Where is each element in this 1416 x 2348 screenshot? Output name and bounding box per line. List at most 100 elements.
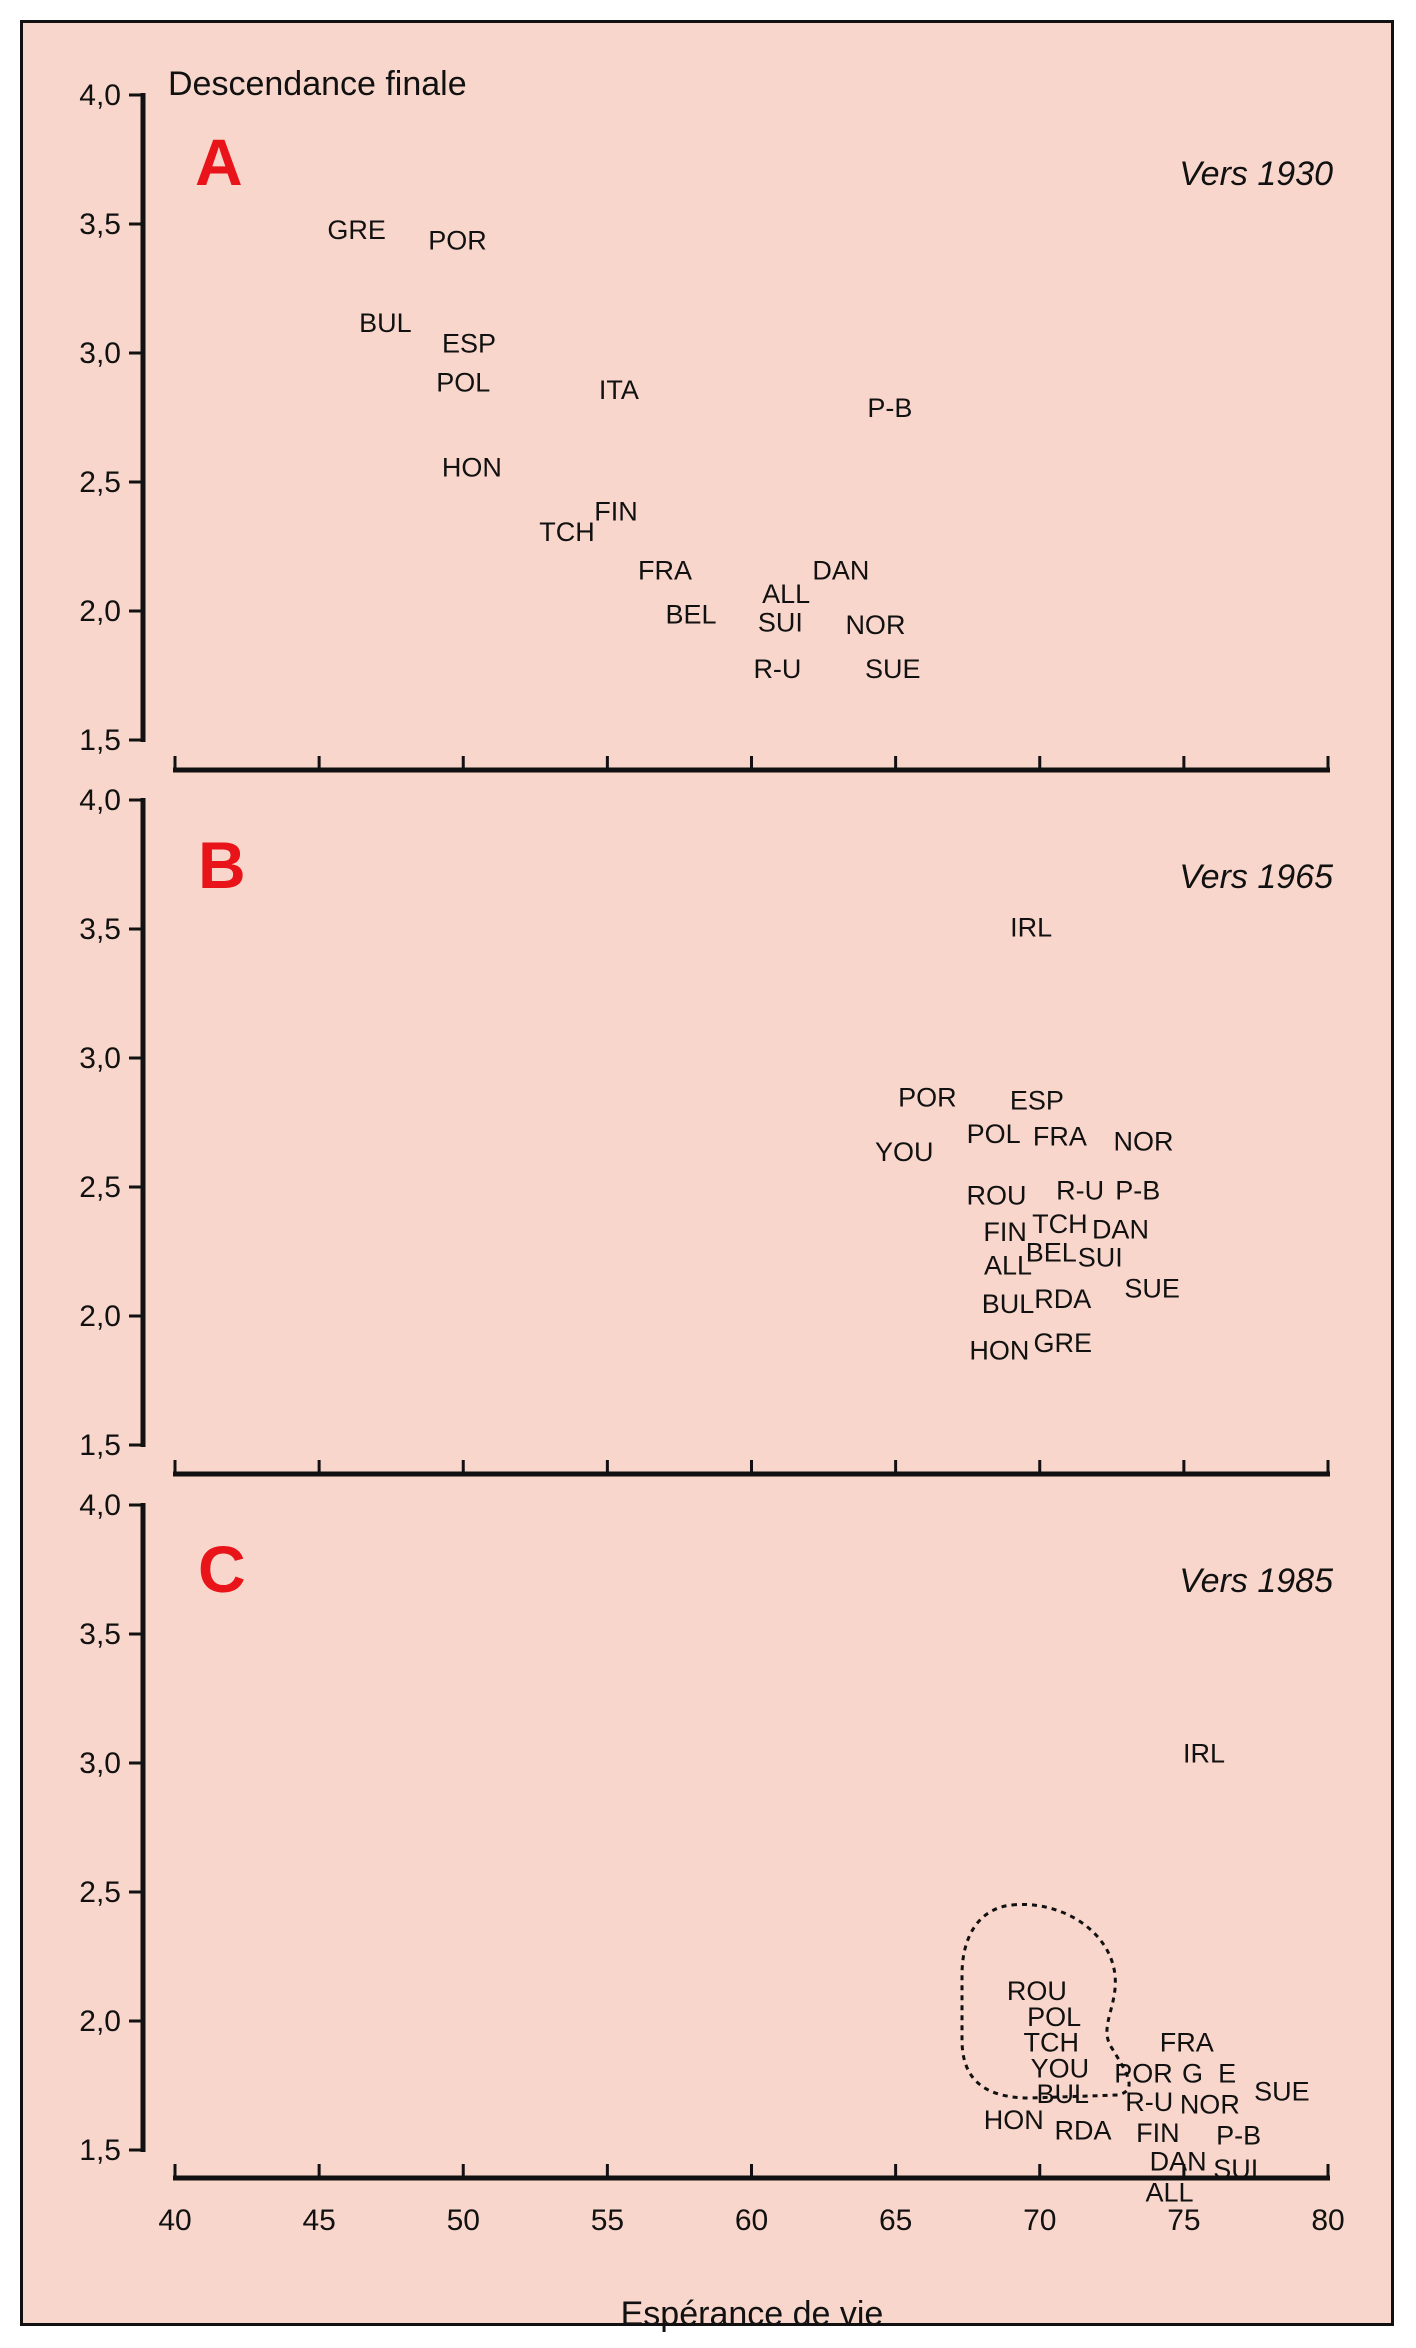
data-point-label: G (1182, 2059, 1203, 2089)
data-point-label: DAN (1092, 1214, 1149, 1244)
y-tick-label: 1,5 (79, 1429, 121, 1462)
x-axis-title: Espérance de vie (621, 2295, 884, 2333)
y-tick-label: 2,5 (79, 1171, 121, 1204)
data-point-label: ROU (967, 1181, 1027, 1211)
data-point-label: RDA (1034, 1284, 1091, 1314)
y-tick-label: 2,0 (79, 595, 121, 628)
x-tick-label: 55 (591, 2204, 624, 2237)
data-point-label: POR (1114, 2059, 1173, 2089)
y-tick-label: 2,0 (79, 1300, 121, 1333)
y-tick-label: 2,5 (79, 1876, 121, 1909)
x-tick-label: 70 (1023, 2204, 1056, 2237)
data-point-label: ESP (442, 329, 496, 359)
data-point-label: ALL (984, 1250, 1032, 1280)
x-tick-label: 65 (879, 2204, 912, 2237)
panel-a: 1,5 2,0 2,5 3,0 3,5 4,0 A Vers 1930 GRE POR BUL ESP… (79, 79, 1333, 773)
data-point-label: BUL (1037, 2079, 1090, 2109)
y-tick-label: 3,5 (79, 1618, 121, 1651)
data-point-label: IRL (1010, 912, 1052, 942)
data-point-label: BUL (359, 308, 412, 338)
data-point-label: NOR (1114, 1127, 1174, 1157)
panel-period: Vers 1985 (1179, 1562, 1333, 1600)
x-tick-label: 40 (158, 2204, 191, 2237)
data-point-label: P-B (1115, 1176, 1160, 1206)
data-point-label: R-U (1056, 1176, 1104, 1206)
data-point-label: POL (436, 367, 490, 397)
data-point-label: ALL (762, 579, 810, 609)
y-tick-label: 1,5 (79, 2134, 121, 2167)
data-point-label: DAN (812, 556, 869, 586)
data-point-label: HON (442, 453, 502, 483)
data-point-label: TCH (1024, 2028, 1080, 2058)
data-point-label: GRE (1034, 1328, 1093, 1358)
x-tick-label: 75 (1167, 2204, 1200, 2237)
data-point-label: IRL (1183, 1739, 1225, 1769)
data-point-label: FRA (638, 556, 692, 586)
panel-period: Vers 1965 (1179, 858, 1333, 896)
data-point-label: R-U (753, 654, 801, 684)
data-point-label: HON (969, 1336, 1029, 1366)
group-outline (960, 1902, 1131, 2100)
data-point-label: POL (967, 1119, 1021, 1149)
data-point-label: TCH (1032, 1209, 1088, 1239)
y-tick-label: 2,0 (79, 2005, 121, 2038)
data-point-label: RDA (1054, 2115, 1111, 2145)
y-tick-label: 4,0 (79, 784, 121, 817)
y-tick-label: 3,0 (79, 1747, 121, 1780)
y-tick-label: 3,5 (79, 913, 121, 946)
data-point-label: SUE (865, 654, 921, 684)
data-point-label: POR (898, 1083, 957, 1113)
x-tick-label: 80 (1311, 2204, 1344, 2237)
data-point-label: ESP (1010, 1085, 1064, 1115)
data-point-label: FIN (594, 496, 638, 526)
data-point-label: ROU (1007, 1976, 1067, 2006)
y-tick-label: 2,5 (79, 466, 121, 499)
data-point-label: TCH (539, 517, 595, 547)
y-tick-label: 3,5 (79, 208, 121, 241)
data-point-label: NOR (845, 610, 905, 640)
data-point-label: YOU (1031, 2053, 1090, 2083)
data-point-label: POR (428, 225, 487, 255)
panel-letter: A (195, 125, 243, 199)
panel-letter: B (198, 828, 246, 902)
figure-frame (20, 20, 1394, 2326)
data-point-label: SUE (1254, 2077, 1310, 2107)
data-point-label: R-U (1125, 2087, 1173, 2117)
data-point-label: SUI (758, 607, 803, 637)
data-point-label: FRA (1160, 2028, 1214, 2058)
data-point-label: POL (1027, 2002, 1081, 2032)
data-point-label: HON (984, 2105, 1044, 2135)
x-tick-label: 50 (447, 2204, 480, 2237)
data-point-label: FRA (1033, 1121, 1087, 1151)
y-tick-label: 4,0 (79, 1489, 121, 1522)
panel-b: 1,5 2,0 2,5 3,0 3,5 4,0 B Vers 1965 IRL POR ESP POL… (79, 784, 1333, 1477)
y-axis-title: Descendance finale (168, 65, 467, 103)
data-point-label: BEL (665, 600, 716, 630)
panel-c: 1,5 2,0 2,5 3,0 3,5 4,0 40 45 50 55 60 65 70 75 80 C Ver… (79, 1489, 1344, 2237)
data-point-label: DAN (1150, 2146, 1207, 2176)
y-tick-label: 4,0 (79, 79, 121, 112)
data-point-label: YOU (875, 1137, 934, 1167)
panel-letter: C (198, 1532, 246, 1606)
x-tick-label: 60 (735, 2204, 768, 2237)
data-point-label: GRE (327, 215, 386, 245)
data-point-label: P-B (1216, 2121, 1261, 2151)
data-point-label: ITA (599, 375, 639, 405)
panel-period: Vers 1930 (1179, 155, 1333, 193)
data-point-label: E (1218, 2059, 1236, 2089)
data-point-label: SUI (1213, 2154, 1258, 2184)
y-tick-label: 3,0 (79, 337, 121, 370)
data-point-label: P-B (867, 393, 912, 423)
data-point-label: FIN (983, 1217, 1027, 1247)
data-point-label: SUI (1078, 1243, 1123, 1273)
data-point-label: ALL (1145, 2177, 1193, 2207)
data-point-label: BEL (1026, 1238, 1077, 1268)
data-point-label: BUL (982, 1289, 1035, 1319)
data-point-label: NOR (1180, 2090, 1240, 2120)
data-point-label: SUE (1124, 1274, 1180, 1304)
panels: 1,5 2,0 2,5 3,0 3,5 4,0 A Vers 1930 GRE POR BUL ESP… (79, 79, 1344, 2237)
x-tick-label: 45 (302, 2204, 335, 2237)
y-tick-label: 1,5 (79, 724, 121, 757)
y-tick-label: 3,0 (79, 1042, 121, 1075)
